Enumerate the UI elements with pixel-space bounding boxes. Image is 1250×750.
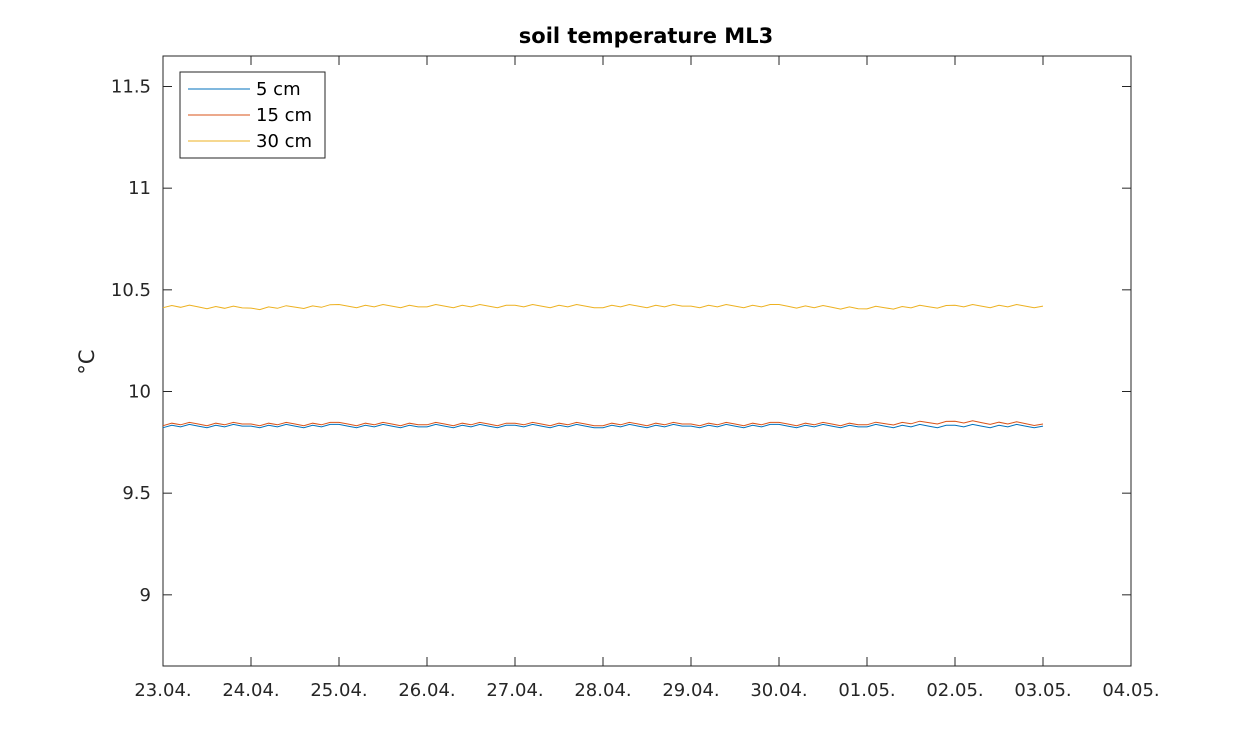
y-tick-label: 10.5	[111, 280, 151, 301]
x-tick-label: 30.04.	[750, 680, 807, 701]
x-tick-label: 27.04.	[486, 680, 543, 701]
x-tick-label: 29.04.	[662, 680, 719, 701]
x-tick-label: 28.04.	[574, 680, 631, 701]
chart-title: soil temperature ML3	[519, 24, 773, 48]
y-axis-label: °C	[75, 349, 99, 374]
legend-label: 15 cm	[256, 105, 312, 126]
x-tick-label: 04.05.	[1102, 680, 1159, 701]
x-tick-label: 01.05.	[838, 680, 895, 701]
x-tick-label: 03.05.	[1014, 680, 1071, 701]
series-line-1	[162, 423, 1044, 429]
legend: 5 cm 15 cm 30 cm	[179, 71, 326, 159]
y-tick-label: 9.5	[122, 483, 151, 504]
x-tick-label: 26.04.	[398, 680, 455, 701]
x-tick-label: 24.04.	[222, 680, 279, 701]
y-tick-label: 9	[140, 585, 151, 606]
y-tick-label: 10	[128, 382, 151, 403]
x-tick-label: 02.05.	[926, 680, 983, 701]
x-tick-label: 23.04.	[134, 680, 191, 701]
y-tick-label: 11	[128, 178, 151, 199]
legend-label: 30 cm	[256, 131, 312, 152]
legend-label: 5 cm	[256, 79, 301, 100]
series-line-2	[162, 420, 1044, 427]
y-tick-label: 11.5	[111, 77, 151, 98]
series-line-3	[162, 303, 1044, 311]
x-tick-label: 25.04.	[310, 680, 367, 701]
